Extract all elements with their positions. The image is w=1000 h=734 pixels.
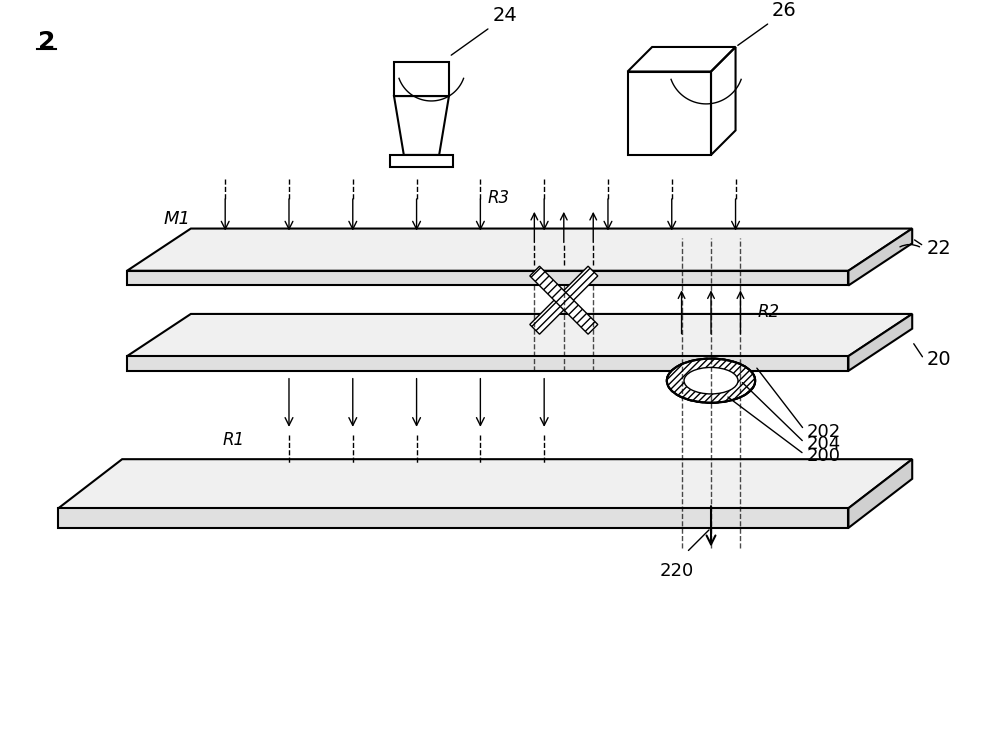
Text: 200: 200 xyxy=(806,447,840,465)
Polygon shape xyxy=(848,228,912,286)
Text: M1: M1 xyxy=(164,210,191,228)
Text: R2: R2 xyxy=(757,303,779,321)
Text: 20: 20 xyxy=(927,349,952,368)
Polygon shape xyxy=(127,271,848,286)
Polygon shape xyxy=(530,266,598,334)
Text: 26: 26 xyxy=(772,1,797,21)
Polygon shape xyxy=(127,356,848,371)
Polygon shape xyxy=(530,266,598,334)
Text: R3: R3 xyxy=(488,189,510,207)
Polygon shape xyxy=(58,459,912,508)
Polygon shape xyxy=(127,314,912,356)
Text: 2: 2 xyxy=(38,30,55,54)
Text: 24: 24 xyxy=(492,7,517,26)
Text: 204: 204 xyxy=(806,435,840,454)
Polygon shape xyxy=(127,228,912,271)
Polygon shape xyxy=(58,508,848,528)
Polygon shape xyxy=(848,314,912,371)
Polygon shape xyxy=(848,459,912,528)
Text: 220: 220 xyxy=(660,562,694,581)
Ellipse shape xyxy=(667,359,755,403)
Text: 202: 202 xyxy=(806,423,840,440)
Text: R1: R1 xyxy=(223,431,245,448)
Ellipse shape xyxy=(684,368,738,394)
Text: 22: 22 xyxy=(927,239,952,258)
